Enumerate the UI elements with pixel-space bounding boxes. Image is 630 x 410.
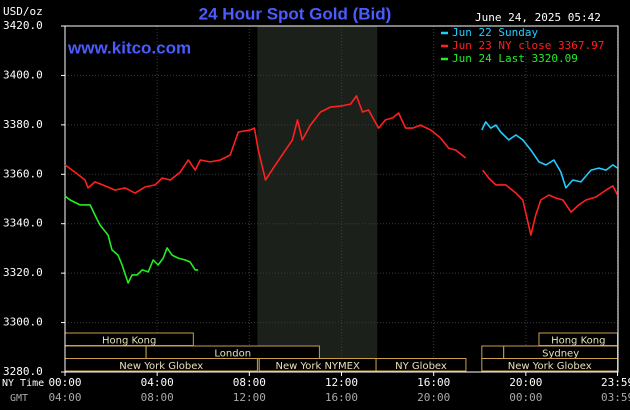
session-label: London	[214, 348, 251, 359]
y-tick-label: 3340.0	[3, 217, 43, 230]
session-label: Sydney	[542, 348, 579, 359]
plot-frame	[64, 25, 619, 373]
x-tick-label: 08:00	[233, 376, 266, 389]
chart-title: 24 Hour Spot Gold (Bid)	[199, 4, 392, 23]
gmt-tick-label: 20:00	[417, 391, 450, 404]
legend-label: Jun 22 Sunday	[452, 26, 538, 39]
gmt-tick-label: 00:00	[509, 391, 542, 404]
x-tick-label: 20:00	[509, 376, 542, 389]
session-label: NY Globex	[395, 361, 447, 372]
gmt-tick-label: 08:00	[141, 391, 174, 404]
y-tick-label: 3360.0	[3, 167, 43, 180]
gmt-tick-label: 04:00	[48, 391, 81, 404]
x-axis-label: NY Time	[2, 378, 44, 389]
x2-axis-label: GMT	[10, 393, 28, 404]
x-tick-label: 12:00	[325, 376, 358, 389]
session-label: New York Globex	[508, 361, 592, 372]
timestamp: June 24, 2025 05:42	[475, 11, 601, 24]
y-tick-label: 3420.0	[3, 19, 43, 32]
y-axis-label: USD/oz	[3, 5, 43, 18]
session-box	[481, 345, 505, 359]
session-label: New York Globex	[119, 361, 203, 372]
x-tick-label: 00:00	[48, 376, 81, 389]
gmt-tick-label: 12:00	[233, 391, 266, 404]
session-box	[64, 345, 147, 359]
price-line	[481, 121, 618, 189]
gmt-tick-label: 03:59	[601, 391, 630, 404]
session-label: New York NYMEX	[275, 361, 360, 372]
x-tick-label: 23:59	[601, 376, 630, 389]
legend-label: Jun 23 NY close 3367.97	[452, 39, 604, 52]
price-line	[64, 195, 199, 284]
y-tick-label: 3400.0	[3, 68, 43, 81]
gmt-tick-label: 16:00	[325, 391, 358, 404]
session-label: Hong Kong	[102, 335, 156, 346]
x-tick-label: 16:00	[417, 376, 450, 389]
x-tick-label: 04:00	[141, 376, 174, 389]
legend-label: Jun 24 Last 3320.09	[452, 52, 578, 65]
website: www.kitco.com	[67, 38, 191, 57]
y-tick-label: 3380.0	[3, 118, 43, 131]
y-tick-label: 3280.0	[3, 365, 43, 378]
y-tick-label: 3300.0	[3, 316, 43, 329]
shaded-session	[257, 26, 378, 372]
session-label: Hong Kong	[551, 335, 605, 346]
y-tick-label: 3320.0	[3, 266, 43, 279]
session-box	[375, 358, 467, 372]
price-line	[64, 95, 619, 236]
